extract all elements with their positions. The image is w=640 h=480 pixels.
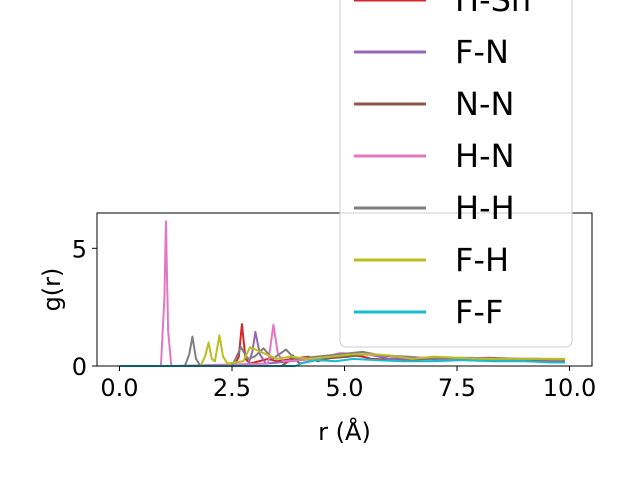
legend-label-f-f: F-F xyxy=(455,293,503,331)
x-axis-label: r (Å) xyxy=(318,417,371,446)
x-tick-label: 7.5 xyxy=(438,374,476,402)
y-tick-label: 0 xyxy=(72,353,87,381)
legend-label-h-h: H-H xyxy=(455,189,515,227)
y-tick-label: 5 xyxy=(72,235,87,263)
legend-label-h-n: H-N xyxy=(455,137,515,175)
series-line-f-f xyxy=(119,357,565,367)
series-line-f-h xyxy=(119,334,565,367)
x-tick-label: 10.0 xyxy=(543,374,596,402)
legend: H-Sn F-N N-N H-N H-H F-H F-F xyxy=(339,0,573,348)
legend-label-h-sn: H-Sn xyxy=(455,0,531,19)
x-axis: 0.0 2.5 5.0 7.5 10.0 xyxy=(100,366,596,402)
x-tick-label: 0.0 xyxy=(100,374,138,402)
y-axis: 05 xyxy=(72,235,97,381)
plot-lines xyxy=(119,220,566,367)
x-tick-label: 5.0 xyxy=(325,374,363,402)
y-axis-label: g(r) xyxy=(38,268,66,312)
x-tick-label: 2.5 xyxy=(213,374,251,402)
legend-label-n-n: N-N xyxy=(455,85,514,123)
legend-label-f-n: F-N xyxy=(455,33,509,71)
legend-label-f-h: F-H xyxy=(455,241,509,279)
